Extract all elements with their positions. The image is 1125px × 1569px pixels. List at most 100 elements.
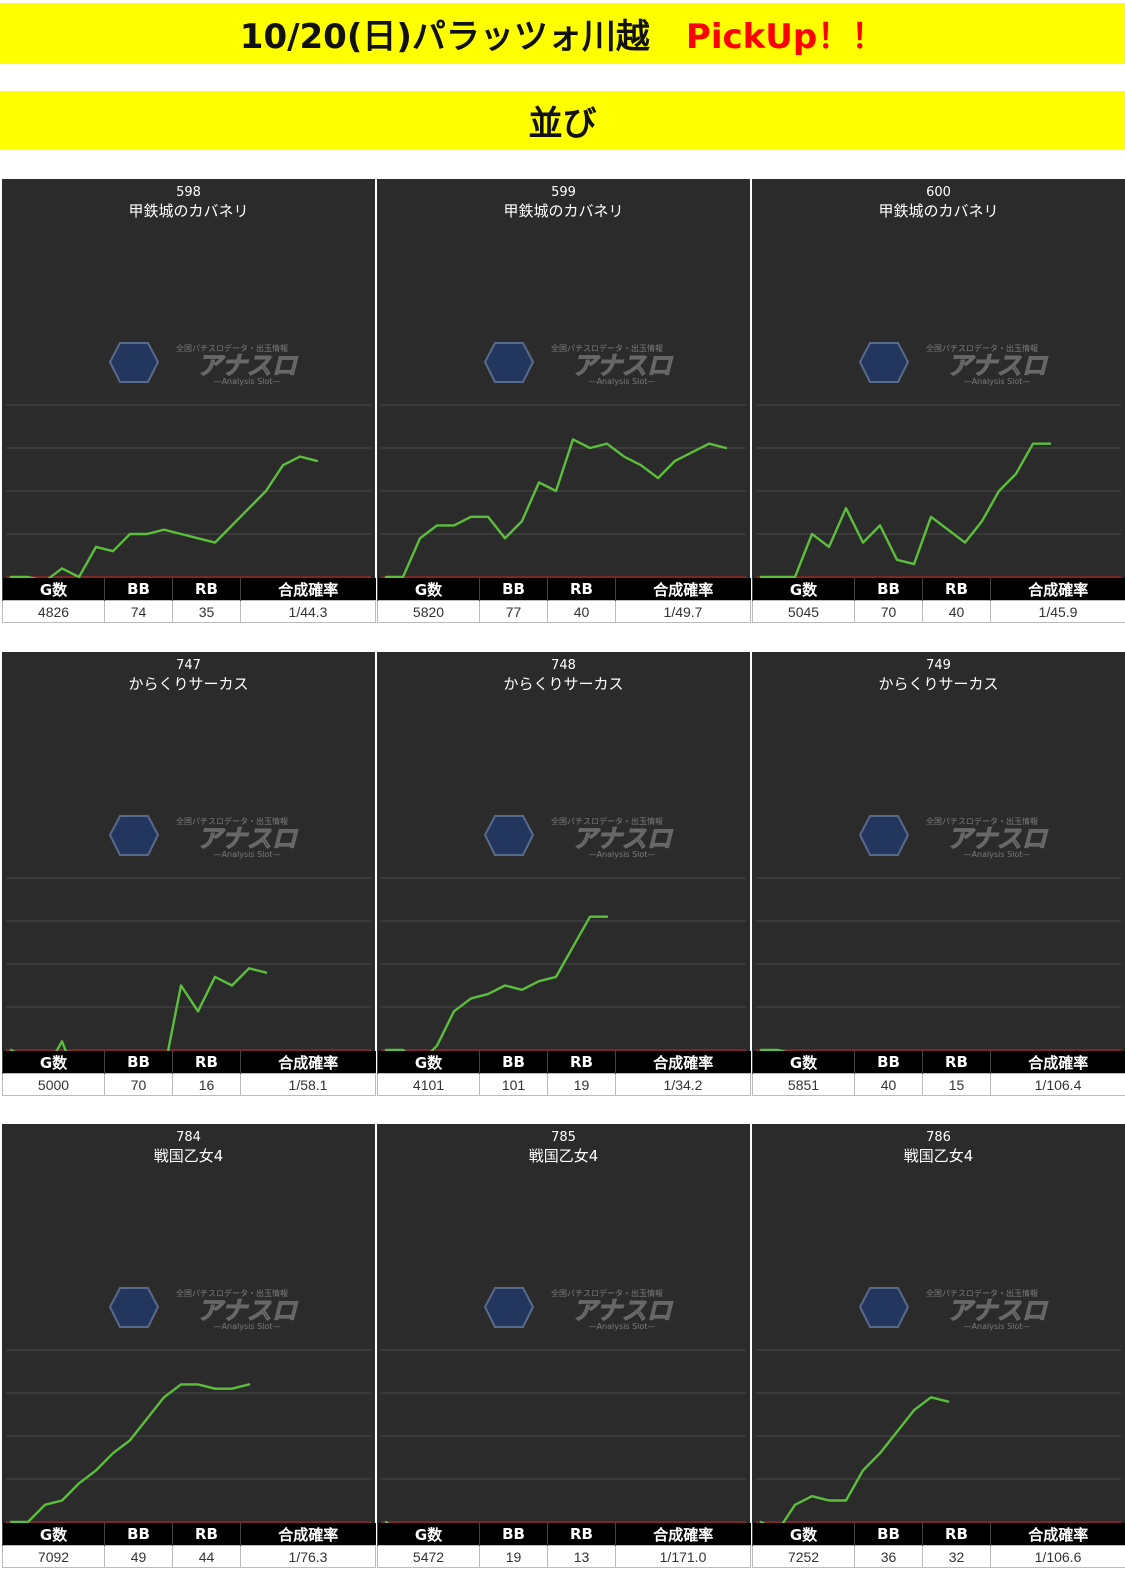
chart-machine-name: 戦国乙女4 xyxy=(529,1147,599,1165)
logo-hex-icon xyxy=(108,342,160,383)
rb-value: 40 xyxy=(922,600,991,623)
logo-hex-icon xyxy=(858,1287,910,1328)
subtitle-banner: 並び xyxy=(0,91,1125,150)
stats-table: G数 BB RB 合成確率 5851 40 15 1/106.4 xyxy=(752,1051,1125,1096)
watermark-logo: アナスロ xyxy=(947,1296,1049,1325)
chart-panel: 全国パチスロデータ・出玉情報 アナスロ —Analysis Slot— 747 からくり… xyxy=(2,652,376,1096)
chart-machine-number: 748 xyxy=(551,658,576,673)
column-header: BB xyxy=(479,1051,548,1074)
column-header: BB xyxy=(479,1523,548,1546)
column-header: 合成確率 xyxy=(240,1051,376,1074)
column-header: G数 xyxy=(2,1051,105,1074)
chart-panel: 全国パチスロデータ・出玉情報 アナスロ —Analysis Slot— 600 甲鉄城の… xyxy=(752,179,1125,623)
table-row: 5000 70 16 1/58.1 xyxy=(2,1073,376,1096)
stats-table: G数 BB RB 合成確率 4101 101 19 1/34.2 xyxy=(377,1051,751,1096)
watermark-caption: 全国パチスロデータ・出玉情報 xyxy=(176,1288,288,1298)
table-row: 4101 101 19 1/34.2 xyxy=(377,1073,751,1096)
column-header: 合成確率 xyxy=(990,1051,1125,1074)
chart-machine-name: 甲鉄城のカバネリ xyxy=(878,202,998,220)
column-header: RB xyxy=(922,1523,991,1546)
pickup-label: PickUp！！ xyxy=(685,17,886,57)
column-header: BB xyxy=(854,1051,923,1074)
games-value: 5045 xyxy=(752,600,855,623)
prob-value: 1/106.6 xyxy=(990,1545,1125,1568)
chart-panel: 全国パチスロデータ・出玉情報 アナスロ —Analysis Slot— 749 からくり… xyxy=(752,652,1125,1096)
rb-value: 13 xyxy=(547,1545,616,1568)
series-line xyxy=(759,1396,950,1523)
watermark-caption: 全国パチスロデータ・出玉情報 xyxy=(176,343,288,353)
column-header: 合成確率 xyxy=(990,1523,1125,1546)
watermark-logo: アナスロ xyxy=(947,351,1049,380)
watermark-tagline: —Analysis Slot— xyxy=(964,850,1031,859)
series-line xyxy=(9,967,268,1051)
games-value: 7252 xyxy=(752,1545,855,1568)
stats-table: G数 BB RB 合成確率 5472 19 13 1/171.0 xyxy=(377,1523,751,1568)
bb-value: 70 xyxy=(854,600,923,623)
bb-value: 40 xyxy=(854,1073,923,1096)
watermark-caption: 全国パチスロデータ・出玉情報 xyxy=(551,343,663,353)
chart-panel: 全国パチスロデータ・出玉情報 アナスロ —Analysis Slot— 786 戦国乙女… xyxy=(752,1124,1125,1568)
chart-machine-number: 749 xyxy=(926,658,951,673)
chart-machine-name: 甲鉄城のカバネリ xyxy=(128,202,248,220)
bb-value: 70 xyxy=(104,1073,173,1096)
table-row: 5851 40 15 1/106.4 xyxy=(752,1073,1125,1096)
chart-machine-number: 786 xyxy=(926,1130,951,1145)
chart-panel: 全国パチスロデータ・出玉情報 アナスロ —Analysis Slot— 785 戦国乙女… xyxy=(377,1124,751,1568)
stats-table: G数 BB RB 合成確率 5000 70 16 1/58.1 xyxy=(2,1051,376,1096)
column-header: G数 xyxy=(2,578,105,601)
chart-machine-name: 甲鉄城のカバネリ xyxy=(503,202,623,220)
column-header: G数 xyxy=(2,1523,105,1546)
watermark-tagline: —Analysis Slot— xyxy=(589,1322,656,1331)
chart-machine-name: からくりサーカス xyxy=(503,675,623,693)
games-value: 7092 xyxy=(2,1545,105,1568)
series-line xyxy=(9,455,319,578)
rb-value: 40 xyxy=(547,600,616,623)
watermark-logo: アナスロ xyxy=(197,351,299,380)
logo-hex-icon xyxy=(108,1287,160,1328)
stats-table: G数 BB RB 合成確率 7252 36 32 1/106.6 xyxy=(752,1523,1125,1568)
title-banner: 10/20(日)パラッツォ川越 PickUp！！ xyxy=(0,3,1125,64)
section-title: 並び xyxy=(528,104,597,144)
column-header: 合成確率 xyxy=(615,1051,751,1074)
watermark-caption: 全国パチスロデータ・出玉情報 xyxy=(926,1288,1038,1298)
watermark-tagline: —Analysis Slot— xyxy=(214,1322,281,1331)
column-header: RB xyxy=(172,578,241,601)
table-row: 7252 36 32 1/106.6 xyxy=(752,1545,1125,1568)
chart-machine-number: 785 xyxy=(551,1130,576,1145)
table-row: 7092 49 44 1/76.3 xyxy=(2,1545,376,1568)
chart-machine-number: 600 xyxy=(926,185,951,200)
column-header: RB xyxy=(922,578,991,601)
column-header: BB xyxy=(104,578,173,601)
prob-value: 1/49.7 xyxy=(615,600,751,623)
rb-value: 44 xyxy=(172,1545,241,1568)
column-header: G数 xyxy=(752,1051,855,1074)
stats-table: G数 BB RB 合成確率 4826 74 35 1/44.3 xyxy=(2,578,376,623)
series-line xyxy=(384,915,609,1051)
games-value: 5851 xyxy=(752,1073,855,1096)
bb-value: 19 xyxy=(479,1545,548,1568)
prob-value: 1/58.1 xyxy=(240,1073,376,1096)
rb-value: 19 xyxy=(547,1073,616,1096)
column-header: 合成確率 xyxy=(615,1523,751,1546)
table-row: 5472 19 13 1/171.0 xyxy=(377,1545,751,1568)
prob-value: 1/76.3 xyxy=(240,1545,376,1568)
chart-machine-number: 747 xyxy=(176,658,201,673)
table-row: 5820 77 40 1/49.7 xyxy=(377,600,751,623)
column-header: BB xyxy=(104,1523,173,1546)
series-line xyxy=(759,442,1052,578)
stats-table: G数 BB RB 合成確率 5820 77 40 1/49.7 xyxy=(377,578,751,623)
column-header: G数 xyxy=(752,578,855,601)
column-header: 合成確率 xyxy=(240,578,376,601)
chart-panel: 全国パチスロデータ・出玉情報 アナスロ —Analysis Slot— 599 甲鉄城の… xyxy=(377,179,751,623)
column-header: RB xyxy=(172,1523,241,1546)
bb-value: 36 xyxy=(854,1545,923,1568)
prob-value: 1/44.3 xyxy=(240,600,376,623)
watermark-tagline: —Analysis Slot— xyxy=(964,1322,1031,1331)
prob-value: 1/45.9 xyxy=(990,600,1125,623)
games-value: 5000 xyxy=(2,1073,105,1096)
table-row: 5045 70 40 1/45.9 xyxy=(752,600,1125,623)
